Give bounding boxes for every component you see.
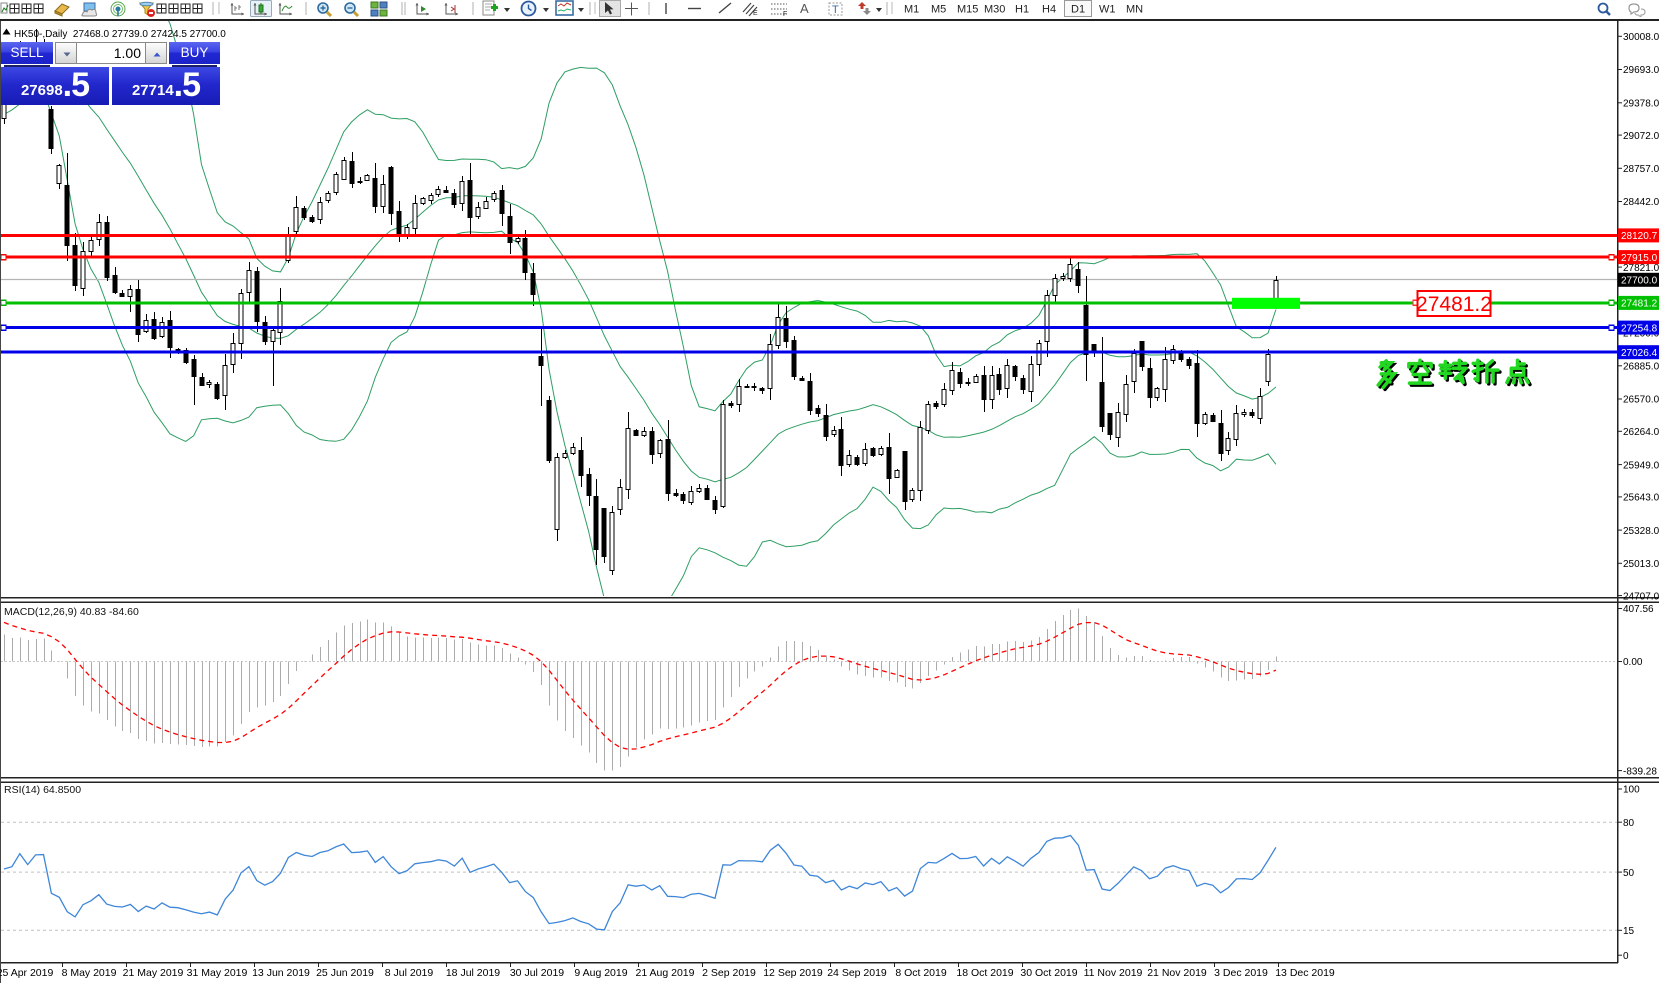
svg-text:E: E bbox=[753, 10, 758, 17]
svg-text:28757.0: 28757.0 bbox=[1623, 164, 1659, 175]
svg-text:26570.0: 26570.0 bbox=[1623, 395, 1659, 406]
svg-text:H4: H4 bbox=[1042, 4, 1056, 16]
svg-text:25328.0: 25328.0 bbox=[1623, 526, 1659, 537]
svg-text:50: 50 bbox=[1623, 868, 1635, 879]
svg-text:8 Oct 2019: 8 Oct 2019 bbox=[895, 967, 947, 979]
svg-text:24707.0: 24707.0 bbox=[1623, 591, 1659, 602]
svg-text:21 May 2019: 21 May 2019 bbox=[123, 967, 184, 979]
svg-text:12 Sep 2019: 12 Sep 2019 bbox=[763, 967, 823, 979]
svg-text:HK50-,Daily 27468.0 27739.0 2: HK50-,Daily 27468.0 27739.0 27424.5 2770… bbox=[14, 29, 226, 40]
svg-text:MACD(12,26,9) 40.83 -84.60: MACD(12,26,9) 40.83 -84.60 bbox=[4, 606, 139, 618]
svg-text:100: 100 bbox=[1623, 785, 1640, 796]
svg-text:27915.0: 27915.0 bbox=[1621, 253, 1658, 264]
svg-text:0.00: 0.00 bbox=[1623, 657, 1643, 668]
svg-text:27481.2: 27481.2 bbox=[1416, 293, 1492, 316]
svg-text:25 Apr 2019: 25 Apr 2019 bbox=[0, 967, 53, 979]
svg-text:15: 15 bbox=[1623, 926, 1635, 937]
svg-text:30 Jul 2019: 30 Jul 2019 bbox=[510, 967, 564, 979]
svg-text:T: T bbox=[832, 4, 839, 16]
svg-text:29693.0: 29693.0 bbox=[1623, 65, 1659, 76]
svg-text:27254.8: 27254.8 bbox=[1621, 323, 1658, 334]
svg-text:30008.0: 30008.0 bbox=[1623, 32, 1659, 43]
svg-text:MN: MN bbox=[1126, 4, 1143, 16]
svg-text:25643.0: 25643.0 bbox=[1623, 493, 1659, 504]
svg-text:27700.0: 27700.0 bbox=[1621, 276, 1658, 287]
svg-text:W1: W1 bbox=[1099, 4, 1116, 16]
svg-text:29072.0: 29072.0 bbox=[1623, 131, 1659, 142]
svg-text:27481.2: 27481.2 bbox=[1621, 299, 1658, 310]
svg-text:27821.0: 27821.0 bbox=[1623, 263, 1659, 274]
svg-text:31 May 2019: 31 May 2019 bbox=[187, 967, 248, 979]
svg-text:0: 0 bbox=[1623, 951, 1629, 962]
svg-text:28120.7: 28120.7 bbox=[1621, 231, 1658, 242]
svg-text:26885.0: 26885.0 bbox=[1623, 362, 1659, 373]
svg-text:F: F bbox=[783, 11, 787, 17]
svg-text:30 Oct 2019: 30 Oct 2019 bbox=[1020, 967, 1077, 979]
svg-text:11 Nov 2019: 11 Nov 2019 bbox=[1084, 967, 1143, 979]
svg-text:18 Oct 2019: 18 Oct 2019 bbox=[956, 967, 1013, 979]
svg-text:29378.0: 29378.0 bbox=[1623, 99, 1659, 110]
svg-text:13 Dec 2019: 13 Dec 2019 bbox=[1275, 967, 1335, 979]
svg-text:D1: D1 bbox=[1071, 4, 1085, 16]
svg-text:2 Sep 2019: 2 Sep 2019 bbox=[702, 967, 756, 979]
svg-text:80: 80 bbox=[1623, 818, 1635, 829]
svg-text:-839.28: -839.28 bbox=[1623, 766, 1657, 777]
svg-text:24 Sep 2019: 24 Sep 2019 bbox=[827, 967, 887, 979]
svg-text:25 Jun 2019: 25 Jun 2019 bbox=[316, 967, 374, 979]
svg-text:8 Jul 2019: 8 Jul 2019 bbox=[385, 967, 434, 979]
svg-text:A: A bbox=[800, 1, 809, 16]
svg-text:8 May 2019: 8 May 2019 bbox=[62, 967, 117, 979]
svg-text:21 Aug 2019: 21 Aug 2019 bbox=[636, 967, 695, 979]
svg-text:13 Jun 2019: 13 Jun 2019 bbox=[252, 967, 310, 979]
svg-text:407.56: 407.56 bbox=[1623, 604, 1654, 615]
svg-text:27026.4: 27026.4 bbox=[1621, 348, 1658, 359]
svg-text:21 Nov 2019: 21 Nov 2019 bbox=[1147, 967, 1207, 979]
svg-text:28442.0: 28442.0 bbox=[1623, 197, 1659, 208]
svg-text:RSI(14) 64.8500: RSI(14) 64.8500 bbox=[4, 784, 81, 796]
svg-text:M15: M15 bbox=[957, 4, 978, 16]
svg-text:M30: M30 bbox=[984, 4, 1005, 16]
svg-text:25949.0: 25949.0 bbox=[1623, 460, 1659, 471]
svg-text:M5: M5 bbox=[931, 4, 946, 16]
svg-text:18 Jul 2019: 18 Jul 2019 bbox=[446, 967, 500, 979]
svg-text:9 Aug 2019: 9 Aug 2019 bbox=[574, 967, 627, 979]
svg-text:26264.0: 26264.0 bbox=[1623, 427, 1659, 438]
svg-text:25013.0: 25013.0 bbox=[1623, 559, 1659, 570]
svg-text:M1: M1 bbox=[904, 4, 919, 16]
svg-text:H1: H1 bbox=[1015, 4, 1029, 16]
svg-text:3 Dec 2019: 3 Dec 2019 bbox=[1214, 967, 1268, 979]
